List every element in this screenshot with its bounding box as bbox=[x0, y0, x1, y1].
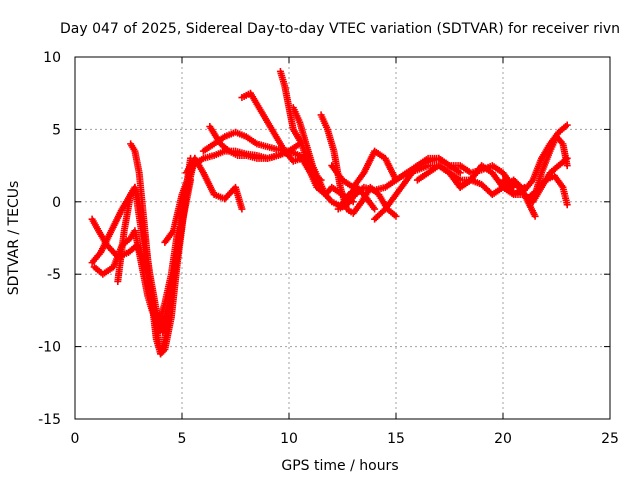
x-tick-label: 15 bbox=[387, 431, 405, 447]
chart-title: Day 047 of 2025, Sidereal Day-to-day VTE… bbox=[60, 21, 620, 37]
y-tick-label: 5 bbox=[52, 122, 61, 138]
y-tick-label: -15 bbox=[38, 412, 61, 428]
y-tick-label: 0 bbox=[52, 195, 61, 211]
series-5 bbox=[127, 140, 173, 358]
series-markers bbox=[127, 140, 173, 358]
x-tick-label: 20 bbox=[494, 431, 512, 447]
y-axis-label: SDTVAR / TECUs bbox=[6, 181, 22, 296]
series-markers bbox=[182, 154, 246, 213]
series-markers bbox=[525, 172, 571, 209]
x-axis: 0 5 10 15 20 25 bbox=[71, 57, 619, 447]
x-axis-label: GPS time / hours bbox=[281, 458, 398, 474]
x-tick-label: 10 bbox=[280, 431, 298, 447]
series-22 bbox=[525, 172, 571, 209]
y-tick-label: -10 bbox=[38, 340, 61, 356]
y-tick-label: -5 bbox=[47, 267, 61, 283]
x-tick-label: 25 bbox=[601, 431, 619, 447]
series-7 bbox=[182, 154, 246, 213]
data-points bbox=[88, 67, 571, 358]
plot-frame bbox=[74, 56, 611, 420]
y-tick-label: 10 bbox=[43, 50, 61, 66]
x-tick-label: 5 bbox=[178, 431, 187, 447]
x-tick-label: 0 bbox=[71, 431, 80, 447]
y-axis: -15 -10 -5 0 5 10 bbox=[38, 50, 610, 428]
